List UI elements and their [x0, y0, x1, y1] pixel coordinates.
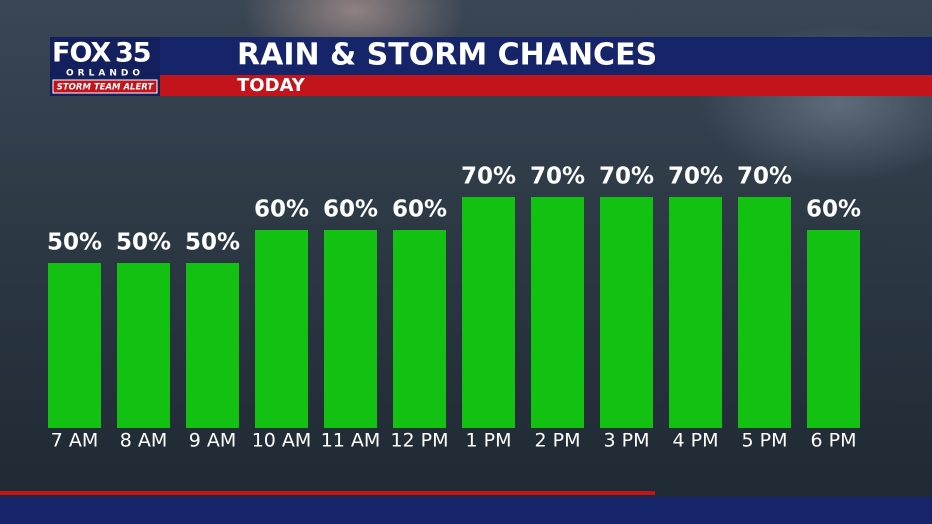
- value-label: 70%: [668, 164, 723, 190]
- subtitle-band: [160, 75, 932, 96]
- logo-channel: 35: [115, 38, 151, 69]
- bar: [48, 263, 101, 428]
- value-label: 60%: [392, 197, 447, 223]
- bar: [186, 263, 239, 428]
- chart-title: RAIN & STORM CHANCES: [237, 38, 657, 73]
- value-label: 50%: [47, 230, 102, 256]
- x-tick-label: 10 AM: [252, 430, 312, 452]
- title-band: [160, 37, 932, 75]
- x-tick-label: 6 PM: [811, 430, 857, 452]
- bar: [531, 197, 584, 428]
- footer-band: [0, 497, 932, 524]
- x-tick-label: 3 PM: [604, 430, 650, 452]
- value-label: 70%: [461, 164, 516, 190]
- chart-subtitle: TODAY: [237, 75, 306, 96]
- footer-line: [0, 491, 655, 495]
- logo-network: FOX: [52, 38, 111, 69]
- bar: [738, 197, 791, 428]
- bar: [117, 263, 170, 428]
- x-tick-label: 1 PM: [466, 430, 512, 452]
- value-label: 70%: [530, 164, 585, 190]
- logo-tag: STORM TEAM ALERT: [57, 83, 155, 93]
- bar: [807, 230, 860, 428]
- value-label: 60%: [323, 197, 378, 223]
- bar: [324, 230, 377, 428]
- value-label: 70%: [599, 164, 654, 190]
- bar: [393, 230, 446, 428]
- x-tick-label: 12 PM: [390, 430, 448, 452]
- bar: [462, 197, 515, 428]
- value-label: 70%: [737, 164, 792, 190]
- value-label: 60%: [254, 197, 309, 223]
- bar: [255, 230, 308, 428]
- x-tick-label: 5 PM: [742, 430, 788, 452]
- value-label: 50%: [185, 230, 240, 256]
- value-label: 60%: [806, 197, 861, 223]
- bar: [600, 197, 653, 428]
- bar: [669, 197, 722, 428]
- x-tick-label: 11 AM: [321, 430, 381, 452]
- x-tick-label: 4 PM: [673, 430, 719, 452]
- x-tick-label: 8 AM: [120, 430, 168, 452]
- x-tick-label: 2 PM: [535, 430, 581, 452]
- logo-city: ORLANDO: [66, 69, 144, 79]
- logo-tag-box: [52, 79, 158, 94]
- x-tick-label: 9 AM: [189, 430, 237, 452]
- value-label: 50%: [116, 230, 171, 256]
- x-tick-label: 7 AM: [51, 430, 99, 452]
